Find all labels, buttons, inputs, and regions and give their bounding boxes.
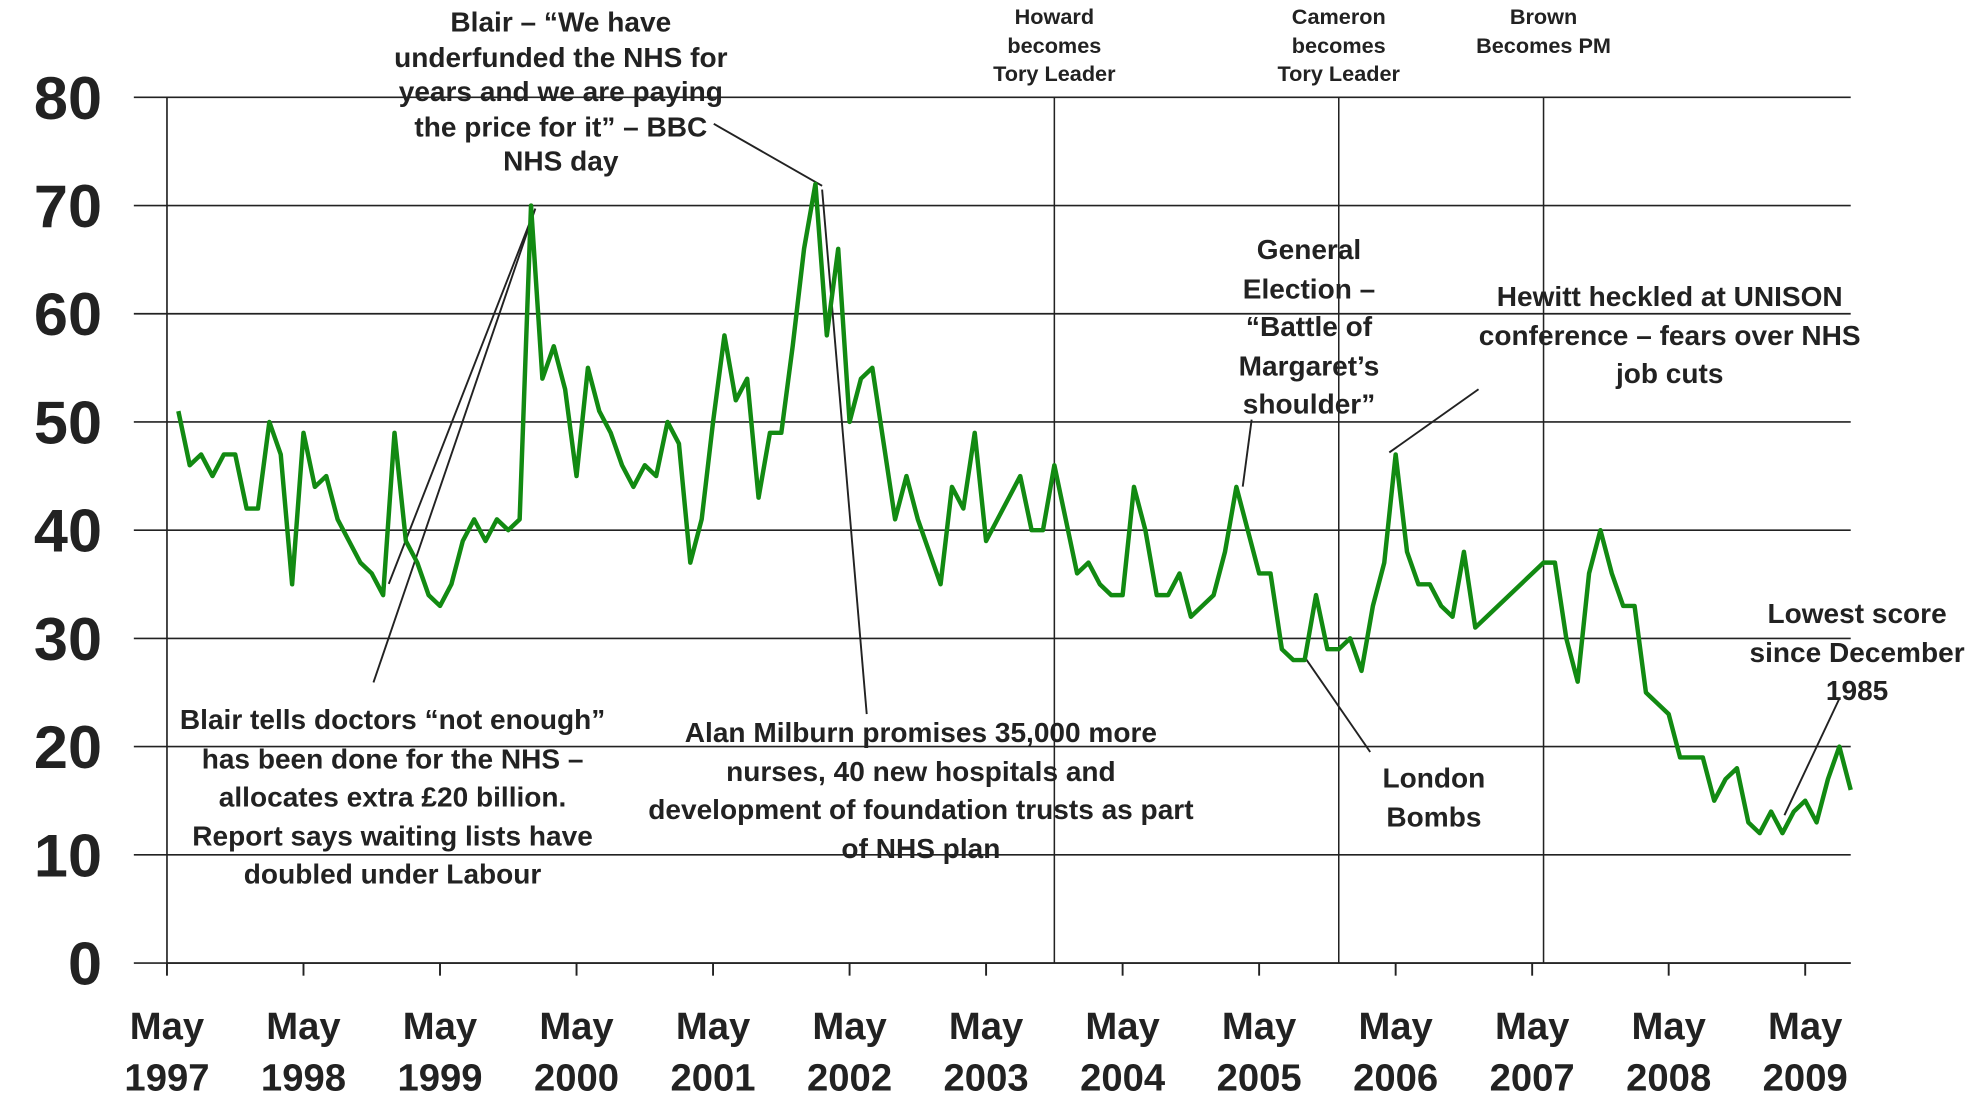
x-tick-label-box: May 2007 [1489,1006,1575,1097]
annotation-box: Lowest score since December 1985 [1749,597,1965,707]
x-tick-label: May 2004 [1080,1006,1166,1097]
series-line [176,181,1853,836]
y-tick-label: 0 [68,930,102,998]
annotation: Hewitt heckled at UNISON conference – fe… [1478,280,1861,390]
event-label-box: Brown Becomes PM [1476,5,1611,58]
x-tick-label: May 2006 [1353,1006,1439,1097]
annotation: London Bombs [1382,762,1486,833]
event-label-box: Cameron becomes Tory Leader [1277,5,1400,86]
annotation-box: Blair tells doctors “not enough” has bee… [179,703,606,890]
annotation-leader [1388,388,1480,454]
annotation-leader [821,189,868,715]
x-tick-label: May 2003 [943,1006,1029,1097]
x-tick-label-box: May 1998 [260,1006,347,1097]
event-label: Brown Becomes PM [1476,5,1611,58]
x-tick-label-box: May 2004 [1080,1006,1166,1097]
x-tick-label: May 1999 [397,1006,483,1097]
y-tick-label: 60 [34,280,102,348]
annotation-leader [1241,419,1253,487]
annotation-box: Blair – “We have underfunded the NHS for… [394,6,728,177]
x-tick-label-box: May 2005 [1216,1006,1302,1097]
x-tick-label-box: May 2001 [670,1006,756,1097]
x-tick-label-box: May 2009 [1762,1006,1848,1097]
x-tick-label: May 1997 [124,1006,210,1097]
x-tick-label: May 2005 [1216,1006,1302,1097]
x-tick-label: May 2007 [1489,1006,1575,1097]
x-tick-label: May 2008 [1626,1006,1712,1097]
x-tick-label-box: May 1999 [397,1006,483,1097]
annotation: Lowest score since December 1985 [1749,597,1965,707]
y-tick-label: 80 [34,64,102,132]
x-tick-label: May 1998 [260,1006,347,1097]
x-tick-label: May 2002 [807,1006,893,1097]
y-tick-label: 40 [34,497,102,565]
event-label: Howard becomes Tory Leader [993,5,1116,86]
y-tick-label: 10 [34,822,102,890]
x-tick-label-box: May 2006 [1353,1006,1439,1097]
x-tick-label-box: May 2000 [533,1006,620,1097]
y-tick-label: 20 [34,713,102,781]
annotation: Blair – “We have underfunded the NHS for… [394,6,728,177]
annotation-box: Alan Milburn promises 35,000 more nurses… [648,716,1194,864]
x-tick-label: May 2000 [533,1006,620,1097]
event-label-box: Howard becomes Tory Leader [993,5,1116,86]
y-tick-label: 50 [34,389,102,457]
annotation-leader [387,214,534,585]
event-label: Cameron becomes Tory Leader [1277,5,1400,86]
x-tick-label: May 2001 [670,1006,756,1097]
annotation-box: General Election – “Battle of Margaret’s… [1238,233,1380,420]
annotation-box: Hewitt heckled at UNISON conference – fe… [1478,280,1861,390]
y-tick-label: 70 [34,172,102,240]
y-tick-label: 30 [34,605,102,673]
annotation-box: London Bombs [1382,762,1486,833]
annotation-leader [1305,659,1371,753]
annotation-leader [713,123,823,187]
annotation: Blair tells doctors “not enough” has bee… [179,703,606,890]
annotation: Alan Milburn promises 35,000 more nurses… [648,716,1194,864]
x-tick-label-box: May 2003 [943,1006,1029,1097]
x-tick-label-box: May 2002 [807,1006,893,1097]
annotation: General Election – “Battle of Margaret’s… [1238,233,1380,420]
annotation-leader [372,208,537,683]
x-tick-label: May 2009 [1762,1006,1848,1097]
annotation-leader [1783,698,1841,816]
x-tick-label-box: May 1997 [124,1006,210,1097]
x-tick-label-box: May 2008 [1626,1006,1712,1097]
